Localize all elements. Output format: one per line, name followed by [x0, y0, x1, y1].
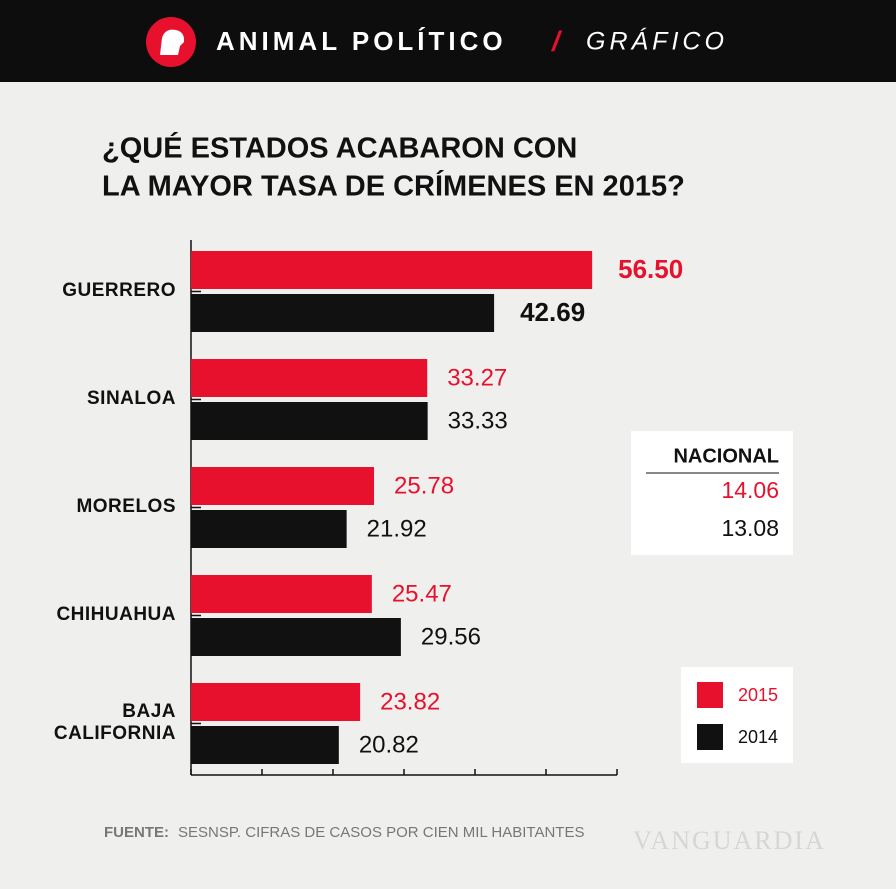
chart-title: LA MAYOR TASA DE CRÍMENES EN 2015? — [102, 169, 685, 203]
category-label: MORELOS — [76, 496, 176, 517]
bar — [191, 251, 593, 289]
value-label: 29.56 — [421, 623, 481, 650]
category-label: BAJA CALIFORNIA — [53, 701, 176, 744]
value-label: 56.50 — [618, 254, 683, 284]
bar — [191, 294, 495, 332]
legend-label: 2015 — [738, 685, 778, 705]
category-label: CHIHUAHUA — [56, 604, 176, 625]
bar — [191, 402, 428, 440]
value-label: 33.33 — [448, 407, 508, 434]
bar — [191, 359, 428, 397]
category-label: GUERRERO — [62, 280, 176, 301]
value-label: 25.47 — [392, 580, 452, 607]
national-value: 13.08 — [721, 515, 779, 541]
national-title: NACIONAL — [673, 445, 779, 467]
source: SESNSP. CIFRAS DE CASOS POR CIEN MIL HAB… — [178, 824, 584, 841]
national-box — [631, 431, 793, 555]
section: GRÁFICO — [586, 27, 728, 56]
bar — [191, 683, 361, 721]
value-label: 23.82 — [380, 688, 440, 715]
national-value: 14.06 — [721, 477, 779, 503]
bar — [191, 510, 347, 548]
value-label: 25.78 — [394, 472, 454, 499]
bar — [191, 618, 401, 656]
brand: ANIMAL POLÍTICO — [216, 26, 507, 56]
legend-label: 2014 — [738, 727, 778, 747]
source-label: FUENTE: — [104, 824, 169, 841]
value-label: 42.69 — [520, 297, 585, 327]
value-label: 21.92 — [367, 515, 427, 542]
separator: / — [550, 25, 563, 56]
bar — [191, 467, 375, 505]
category-label: SINALOA — [87, 388, 176, 409]
value-label: 20.82 — [359, 731, 419, 758]
watermark: VANGUARDIA — [633, 826, 826, 855]
bar — [191, 575, 372, 613]
legend-swatch — [697, 724, 723, 750]
legend-swatch — [697, 682, 723, 708]
chart-title: ¿QUÉ ESTADOS ACABARON CON — [102, 131, 577, 165]
bar — [191, 726, 339, 764]
logo-mark — [160, 29, 185, 55]
value-label: 33.27 — [447, 364, 507, 391]
